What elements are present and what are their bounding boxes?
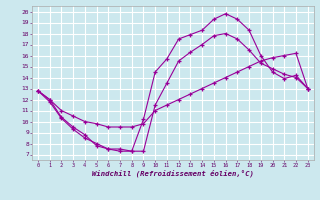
X-axis label: Windchill (Refroidissement éolien,°C): Windchill (Refroidissement éolien,°C) <box>92 170 254 177</box>
